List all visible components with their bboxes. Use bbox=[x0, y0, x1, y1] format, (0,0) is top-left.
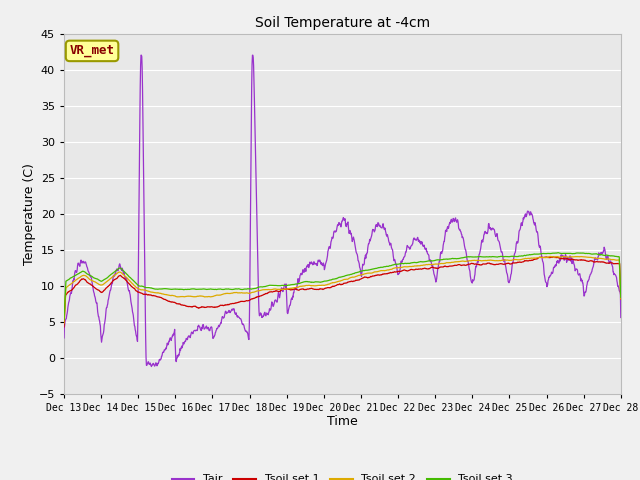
Tsoil set 1 bbox=[429, 264, 436, 270]
Tsoil set 2 bbox=[502, 257, 509, 263]
Text: VR_met: VR_met bbox=[70, 44, 115, 58]
Tair bbox=[60, 335, 68, 341]
Tsoil set 3 bbox=[502, 253, 509, 259]
Tair bbox=[429, 268, 437, 274]
Tsoil set 1 bbox=[502, 261, 509, 267]
Tsoil set 1 bbox=[551, 254, 559, 260]
Tsoil set 1 bbox=[246, 297, 254, 303]
Tair bbox=[247, 164, 255, 170]
Legend: Tair, Tsoil set 1, Tsoil set 2, Tsoil set 3: Tair, Tsoil set 1, Tsoil set 2, Tsoil se… bbox=[167, 470, 518, 480]
Tsoil set 2 bbox=[546, 253, 554, 259]
Tair bbox=[617, 314, 625, 320]
Tsoil set 2 bbox=[617, 296, 625, 302]
Tsoil set 3 bbox=[246, 286, 254, 292]
Tair bbox=[552, 262, 559, 268]
Tair bbox=[148, 364, 156, 370]
Line: Tsoil set 2: Tsoil set 2 bbox=[64, 256, 621, 323]
Tsoil set 3 bbox=[555, 250, 563, 256]
Tsoil set 3 bbox=[429, 258, 436, 264]
Line: Tsoil set 1: Tsoil set 1 bbox=[64, 257, 621, 327]
X-axis label: Time: Time bbox=[327, 415, 358, 429]
Tsoil set 3 bbox=[617, 294, 625, 300]
Tsoil set 1 bbox=[170, 300, 178, 305]
Tsoil set 2 bbox=[60, 320, 68, 326]
Line: Tair: Tair bbox=[64, 55, 621, 367]
Tsoil set 3 bbox=[60, 317, 68, 323]
Tsoil set 3 bbox=[170, 286, 178, 292]
Tsoil set 1 bbox=[549, 254, 557, 260]
Tsoil set 2 bbox=[170, 293, 178, 299]
Tsoil set 1 bbox=[617, 296, 625, 302]
Tsoil set 2 bbox=[429, 262, 436, 267]
Y-axis label: Temperature (C): Temperature (C) bbox=[23, 163, 36, 264]
Tair bbox=[172, 337, 179, 343]
Tsoil set 1 bbox=[60, 324, 68, 330]
Line: Tsoil set 3: Tsoil set 3 bbox=[64, 253, 621, 320]
Tair bbox=[137, 52, 145, 58]
Title: Soil Temperature at -4cm: Soil Temperature at -4cm bbox=[255, 16, 430, 30]
Tsoil set 2 bbox=[246, 290, 254, 296]
Tair bbox=[185, 333, 193, 339]
Tsoil set 3 bbox=[184, 287, 191, 292]
Tsoil set 2 bbox=[551, 254, 559, 260]
Tsoil set 3 bbox=[551, 251, 559, 256]
Tsoil set 2 bbox=[184, 293, 191, 299]
Tair bbox=[502, 267, 510, 273]
Tsoil set 1 bbox=[184, 303, 191, 309]
